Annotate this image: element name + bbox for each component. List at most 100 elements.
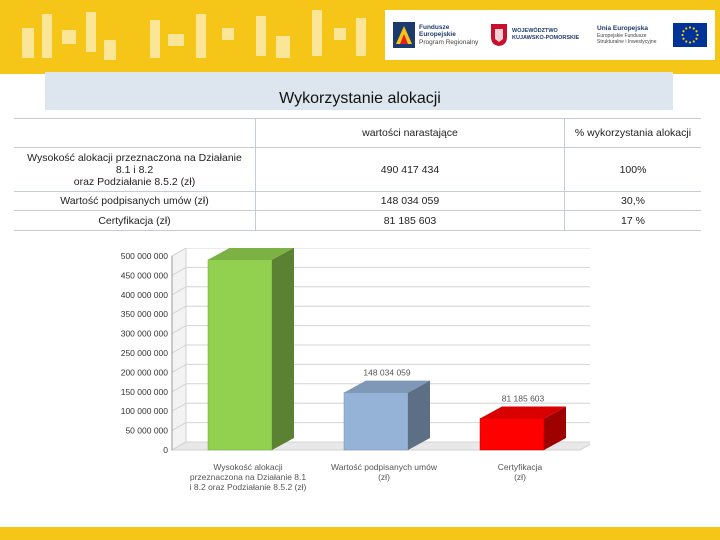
page-title: Wykorzystanie alokacji bbox=[279, 90, 441, 107]
eu-star bbox=[692, 27, 695, 30]
row-label: Wysokość alokacji przeznaczona na Działa… bbox=[14, 147, 256, 192]
decorative-block bbox=[150, 20, 160, 58]
eu-star bbox=[682, 37, 685, 40]
eu-star bbox=[688, 41, 692, 44]
bar-top bbox=[480, 406, 566, 419]
eu-star bbox=[695, 37, 698, 40]
gridline bbox=[171, 266, 187, 276]
bar-front bbox=[479, 418, 545, 451]
gridline bbox=[171, 325, 187, 335]
eu-star bbox=[695, 30, 698, 33]
row-value: 148 034 059 bbox=[255, 191, 565, 211]
table-header-cell: % wykorzystania alokacji bbox=[564, 118, 701, 148]
gridline bbox=[171, 383, 187, 393]
eu-star bbox=[682, 30, 685, 33]
table-header-cell: wartości narastające bbox=[255, 118, 565, 148]
bar-front bbox=[343, 392, 409, 451]
row-percent: 17 % bbox=[564, 210, 701, 231]
gridline bbox=[171, 422, 187, 432]
y-tick-label: 400 000 000 bbox=[121, 290, 169, 300]
gridline bbox=[171, 402, 187, 412]
decorative-block bbox=[196, 14, 206, 58]
y-tick-label: 200 000 000 bbox=[121, 367, 169, 377]
y-tick-label: 100 000 000 bbox=[121, 406, 169, 416]
table-row: Certyfikacja (zł) 81 185 603 17 % bbox=[14, 210, 701, 231]
row-label-line: Wysokość alokacji przeznaczona na Działa… bbox=[27, 151, 242, 164]
logo-text: Fundusze bbox=[419, 23, 450, 31]
logo-subtext: Europejskie Fundusze Strukturalne i Inwe… bbox=[597, 32, 657, 45]
decorative-block bbox=[104, 40, 116, 60]
logo-text: WOJEWÓDZTWO bbox=[512, 27, 558, 34]
eu-star bbox=[692, 40, 695, 43]
x-tick-label: Certyfikacja bbox=[498, 462, 543, 472]
gridline bbox=[171, 363, 187, 373]
logo-text: Europejskie bbox=[419, 31, 456, 39]
x-tick-label: i 8.2 oraz Podziałanie 8.5.2 (zł) bbox=[190, 482, 307, 492]
decorative-block bbox=[86, 12, 96, 52]
row-label-line: oraz Podziałanie 8.5.2 (zł) bbox=[73, 175, 196, 188]
table-header-row: wartości narastające % wykorzystania alo… bbox=[14, 118, 701, 148]
eu-star bbox=[688, 26, 692, 29]
decorative-block bbox=[276, 36, 290, 58]
unia-europejska-logo: Unia Europejska Europejskie Fundusze Str… bbox=[597, 10, 707, 60]
logo-panel: Fundusze Europejskie Program Regionalny … bbox=[385, 10, 715, 60]
top-banner: Fundusze Europejskie Program Regionalny … bbox=[0, 0, 720, 74]
row-label: Wartość podpisanych umów (zł) bbox=[14, 191, 256, 211]
bar-front bbox=[207, 259, 273, 451]
table-row: Wartość podpisanych umów (zł) 148 034 05… bbox=[14, 191, 701, 211]
row-label-line: 8.1 i 8.2 bbox=[115, 163, 154, 176]
y-tick-label: 450 000 000 bbox=[121, 270, 169, 280]
x-tick-label: przeznaczona na Działanie 8.1 bbox=[190, 472, 307, 482]
table-header-cell bbox=[14, 118, 256, 148]
decorative-block bbox=[256, 16, 266, 56]
gridline bbox=[171, 305, 187, 315]
eu-star bbox=[696, 33, 699, 37]
logo-text: KUJAWSKO-POMORSKIE bbox=[512, 35, 580, 41]
gridline bbox=[171, 248, 187, 257]
bar-top bbox=[208, 248, 294, 260]
row-value: 81 185 603 bbox=[255, 210, 565, 231]
x-tick-label: (zł) bbox=[378, 472, 390, 482]
decorative-block bbox=[222, 28, 234, 40]
bar-side bbox=[544, 406, 566, 450]
wojewodztwo-logo: WOJEWÓDZTWO KUJAWSKO-POMORSKIE bbox=[490, 10, 579, 60]
row-label: Certyfikacja (zł) bbox=[14, 210, 256, 231]
y-tick-label: 300 000 000 bbox=[121, 329, 169, 339]
y-tick-label: 150 000 000 bbox=[121, 387, 169, 397]
y-tick-label: 0 bbox=[163, 445, 168, 455]
decorative-block bbox=[22, 28, 34, 58]
row-percent: 100% bbox=[564, 147, 701, 192]
eu-flag-icon bbox=[673, 23, 707, 47]
eu-star bbox=[685, 40, 688, 43]
x-tick-label: Wartość podpisanych umów bbox=[331, 462, 438, 472]
decorative-block bbox=[62, 30, 76, 44]
decorative-block bbox=[168, 34, 184, 46]
y-tick-label: 250 000 000 bbox=[121, 348, 169, 358]
x-tick-label: (zł) bbox=[514, 472, 526, 482]
fundusze-europejskie-logo: Fundusze Europejskie Program Regionalny bbox=[393, 10, 478, 60]
eu-star bbox=[685, 27, 688, 30]
x-tick-label: Wysokość alokacji bbox=[213, 462, 282, 472]
gridline bbox=[171, 286, 187, 296]
allocation-bar-chart: 0 50 000 000 100 000 000 150 000 000 200 000… bbox=[121, 248, 590, 492]
fundusze-europejskie-icon bbox=[393, 22, 415, 48]
data-label: 148 034 059 bbox=[363, 368, 411, 378]
y-tick-label: 350 000 000 bbox=[121, 309, 169, 319]
eu-star bbox=[681, 33, 684, 37]
bar-side bbox=[408, 380, 430, 450]
bar-top bbox=[344, 380, 430, 393]
decorative-block bbox=[334, 28, 346, 40]
allocation-table: wartości narastające % wykorzystania alo… bbox=[14, 118, 701, 231]
logo-subtext: Program Regionalny bbox=[419, 38, 479, 46]
logo-text: Unia Europejska bbox=[597, 25, 648, 33]
data-label: 81 185 603 bbox=[502, 394, 545, 404]
row-value: 490 417 434 bbox=[255, 147, 565, 192]
row-percent: 30,% bbox=[564, 191, 701, 211]
gridline bbox=[171, 344, 187, 354]
table-row: Wysokość alokacji przeznaczona na Działa… bbox=[14, 147, 701, 192]
y-tick-label: 50 000 000 bbox=[125, 426, 168, 436]
bar-side bbox=[272, 248, 294, 450]
decorative-block bbox=[42, 14, 52, 58]
decorative-block bbox=[356, 18, 366, 56]
gridline bbox=[171, 441, 187, 451]
